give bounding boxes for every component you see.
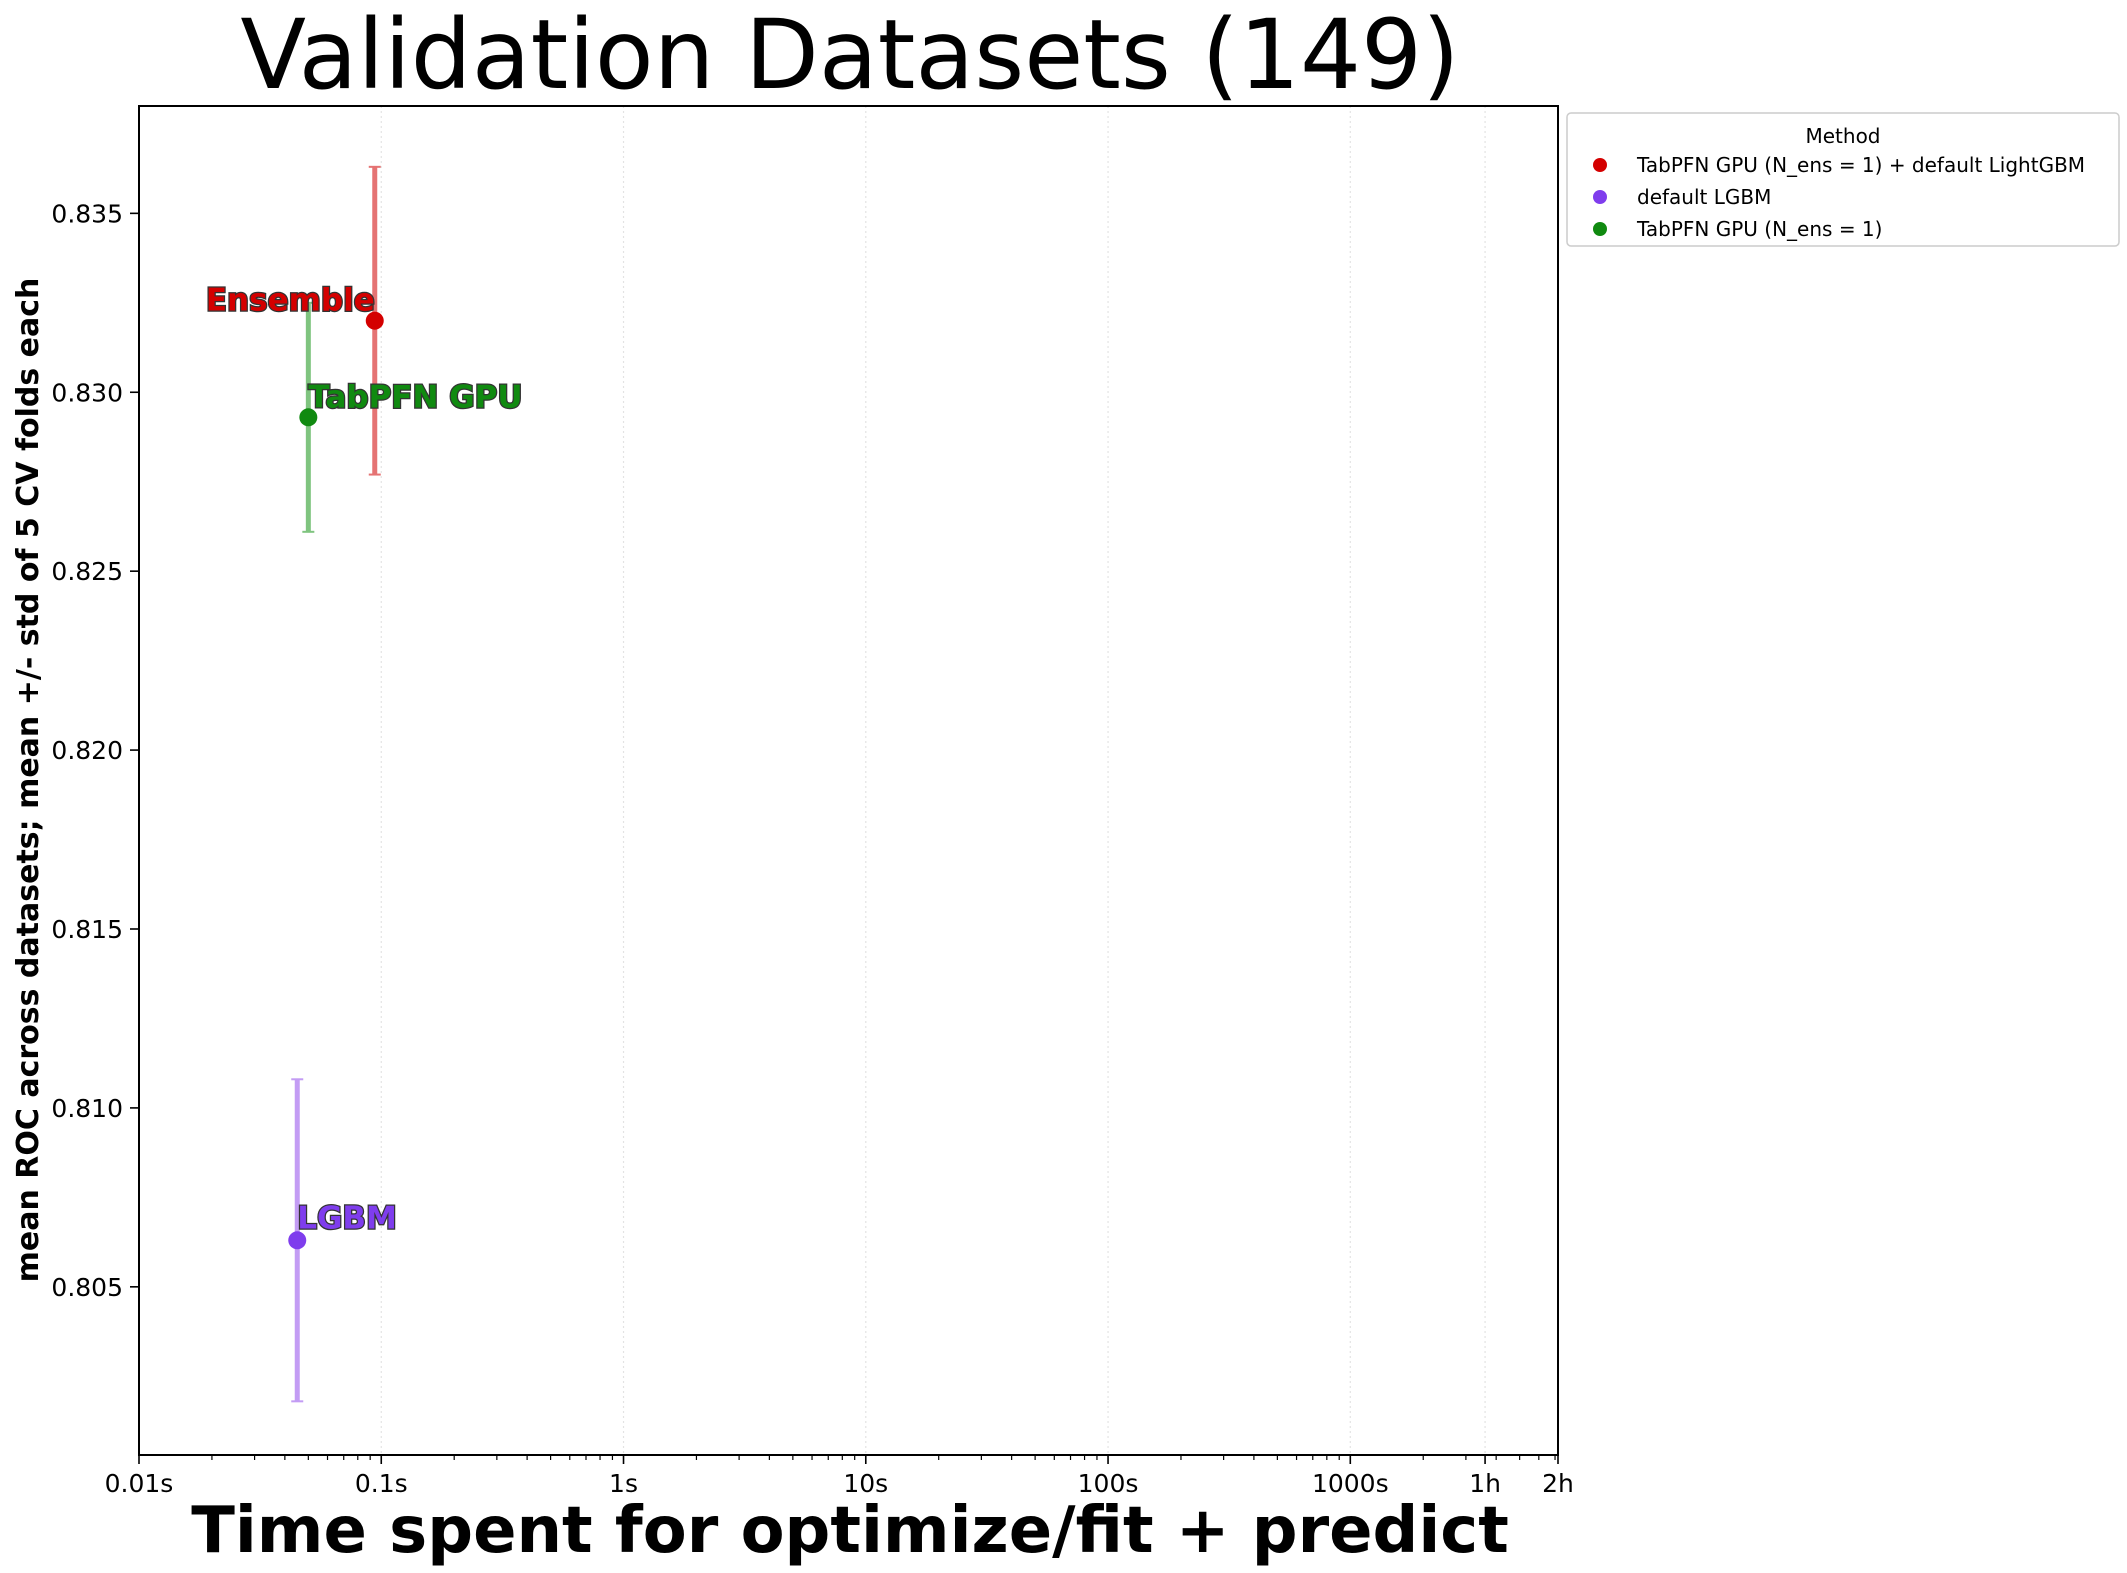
x-tick-label: 10s: [843, 1469, 888, 1498]
plot-frame: [138, 105, 1559, 1456]
annotations: Ensemble LGBM TabPFN GPU: [205, 281, 524, 1237]
x-tick-label: 2h: [1542, 1469, 1574, 1498]
x-tick-label: 1s: [609, 1469, 638, 1498]
x-axis-ticks: 0.01s 0.1s 1s 10s 100s 1000s 1h 2h: [105, 1455, 1574, 1498]
legend-marker: [1593, 222, 1607, 236]
y-axis-label: mean ROC across datasets; mean +/- std o…: [11, 278, 46, 1283]
data-points: [288, 311, 384, 1250]
point-annotation: Ensemble: [206, 283, 375, 319]
x-tick-label: 0.01s: [105, 1469, 174, 1498]
x-tick-label: 0.1s: [355, 1469, 408, 1498]
x-tick-label: 1000s: [1312, 1469, 1389, 1498]
y-tick-label: 0.830: [51, 378, 123, 407]
y-tick-label: 0.825: [51, 557, 123, 586]
point-annotation: LGBM: [297, 1200, 397, 1236]
y-tick-label: 0.805: [51, 1273, 123, 1302]
legend-label: default LGBM: [1637, 185, 1771, 209]
point-annotation: TabPFN GPU: [308, 379, 522, 415]
y-tick-label: 0.820: [51, 736, 123, 765]
legend-items: TabPFN GPU (N_ens = 1) + default LightGB…: [1593, 153, 2085, 241]
y-axis-ticks: 0.805 0.810 0.815 0.820 0.825 0.830 0.835: [51, 199, 139, 1302]
y-tick-label: 0.810: [51, 1094, 123, 1123]
legend-frame: [1566, 112, 2120, 247]
legend-marker: [1593, 158, 1607, 172]
data-point: [288, 1231, 307, 1250]
data-point: [365, 311, 384, 330]
data-point: [299, 408, 318, 427]
legend-label: TabPFN GPU (N_ens = 1): [1636, 217, 1882, 241]
legend-title: Method: [1805, 124, 1880, 148]
x-tick-label: 1h: [1469, 1469, 1501, 1498]
grid: [380, 106, 1486, 1455]
legend-marker: [1593, 190, 1607, 204]
x-tick-label: 100s: [1078, 1469, 1139, 1498]
legend-label: TabPFN GPU (N_ens = 1) + default LightGB…: [1636, 153, 2085, 177]
legend: Method TabPFN GPU (N_ens = 1) + default …: [1566, 112, 2120, 247]
x-axis-label: Time spent for optimize/fit + predict: [191, 1494, 1509, 1568]
chart-title: Validation Datasets (149): [240, 0, 1459, 111]
y-tick-label: 0.835: [51, 199, 123, 228]
y-tick-label: 0.815: [51, 915, 123, 944]
